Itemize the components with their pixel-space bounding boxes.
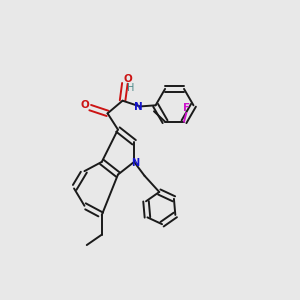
Text: F: F bbox=[183, 103, 190, 113]
Text: O: O bbox=[80, 100, 89, 110]
Text: O: O bbox=[123, 74, 132, 84]
Text: H: H bbox=[128, 83, 135, 93]
Text: N: N bbox=[131, 158, 139, 168]
Text: N: N bbox=[134, 102, 142, 112]
